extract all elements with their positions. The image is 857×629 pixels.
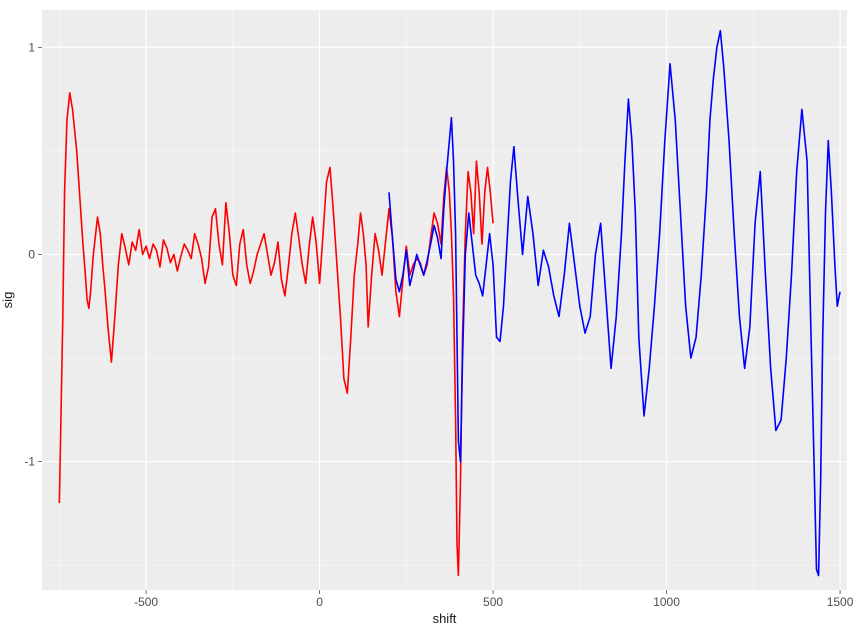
x-tick-label: -500 <box>134 595 158 609</box>
y-tick-label: -1 <box>24 455 35 469</box>
x-tick-label: 0 <box>316 595 323 609</box>
x-tick-label: 1500 <box>827 595 854 609</box>
y-tick-label: 1 <box>28 40 35 54</box>
x-tick-label: 1000 <box>653 595 680 609</box>
signal-shift-chart: -500 0 500 1000 1500 -1 0 1 shift sig <box>0 0 857 629</box>
chart-svg: -500 0 500 1000 1500 -1 0 1 shift sig <box>0 0 857 629</box>
y-axis-title: sig <box>0 292 15 309</box>
x-tick-label: 500 <box>483 595 503 609</box>
y-tick-label: 0 <box>28 247 35 261</box>
x-axis-title: shift <box>433 611 457 626</box>
